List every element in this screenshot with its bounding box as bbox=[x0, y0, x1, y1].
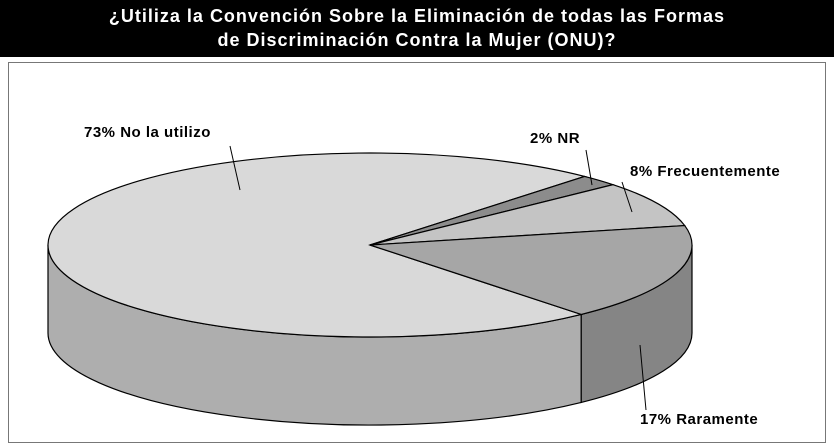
category-label: Frecuentemente bbox=[657, 163, 780, 180]
leader-line bbox=[585, 149, 593, 186]
category-label: Raramente bbox=[676, 411, 758, 428]
value-label: 8% bbox=[630, 163, 653, 180]
data-label: 8% Frecuentemente bbox=[630, 163, 780, 180]
value-label: 17% bbox=[640, 411, 672, 428]
chart-title: de Discriminación Contra la Mujer (ONU)? bbox=[217, 30, 616, 50]
chart-title: ¿Utiliza la Convención Sobre la Eliminac… bbox=[109, 6, 725, 26]
leader-line bbox=[639, 344, 647, 411]
slice bbox=[369, 224, 693, 316]
category-label: No la utilizo bbox=[120, 124, 211, 141]
slice bbox=[47, 152, 587, 338]
leader-line bbox=[229, 145, 241, 191]
title-bar bbox=[0, 0, 834, 57]
leader-line bbox=[621, 181, 633, 213]
data-label: 17% Raramente bbox=[640, 411, 758, 428]
data-label: 73% No la utilizo bbox=[84, 124, 211, 141]
data-label: 2% NR bbox=[530, 130, 580, 147]
value-label: 2% bbox=[530, 130, 553, 147]
category-label: NR bbox=[557, 130, 580, 147]
value-label: 73% bbox=[84, 124, 116, 141]
